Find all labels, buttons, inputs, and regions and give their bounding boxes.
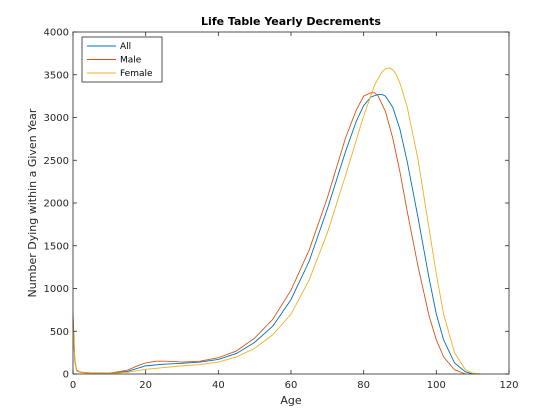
- legend-label-female: Female: [120, 69, 153, 79]
- legend-label-all: All: [120, 42, 131, 52]
- y-tick-label: 1500: [44, 241, 69, 252]
- series-lines: [72, 67, 480, 375]
- x-tick-label: 40: [212, 380, 225, 391]
- y-tick-label: 3500: [44, 70, 69, 81]
- x-tick-label: 60: [285, 380, 298, 391]
- y-tick-label: 0: [63, 370, 69, 381]
- axis-ticks: 0 20 40 60 80 100 120 0 500 1000 1500 2000 2500 3000 3…: [44, 28, 519, 392]
- legend: All Male Female: [81, 36, 163, 83]
- x-tick-label: 0: [70, 380, 76, 391]
- y-tick-label: 3000: [44, 113, 69, 124]
- x-tick-label: 120: [499, 380, 518, 391]
- y-tick-label: 2000: [44, 199, 69, 210]
- x-tick-label: 100: [427, 380, 446, 391]
- x-tick-label: 80: [357, 380, 370, 391]
- x-tick-label: 20: [139, 380, 152, 391]
- y-axis-title: Number Dying within a Given Year: [26, 108, 39, 297]
- y-tick-label: 500: [50, 327, 69, 338]
- y-tick-label: 2500: [44, 156, 69, 167]
- x-axis-title: Age: [280, 394, 302, 407]
- legend-label-male: Male: [120, 56, 142, 66]
- series-line-male: [72, 92, 466, 375]
- series-line-all: [72, 93, 473, 375]
- chart-title: Life Table Yearly Decrements: [201, 15, 381, 28]
- plot-area-background: [73, 32, 509, 374]
- y-tick-label: 1000: [44, 284, 69, 295]
- series-line-female: [72, 67, 480, 375]
- y-tick-label: 4000: [44, 28, 69, 39]
